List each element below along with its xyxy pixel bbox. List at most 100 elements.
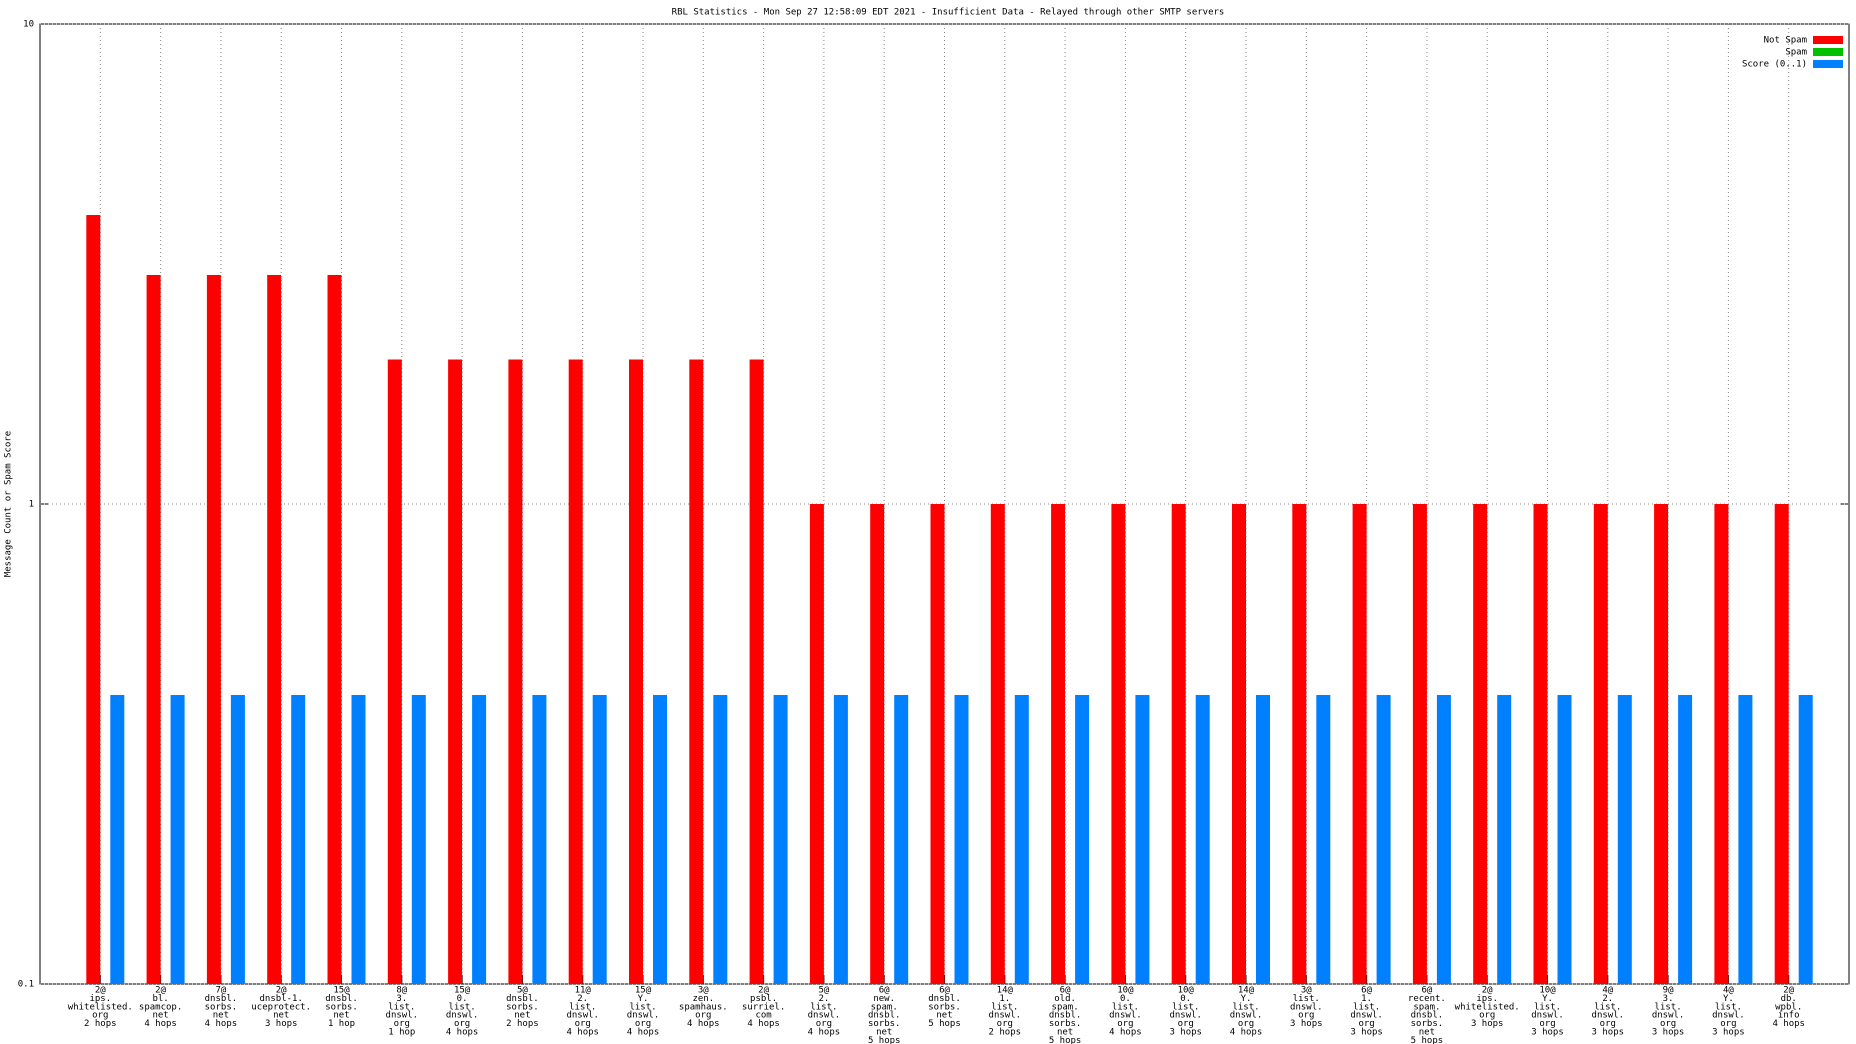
- x-tick-label: list.: [1594, 1002, 1621, 1012]
- x-tick-label: spamcop.: [139, 1002, 182, 1012]
- x-tick-label: dnsbl-1.: [260, 994, 303, 1004]
- x-tick-label: 1 hop: [328, 1019, 355, 1029]
- bar: [689, 359, 704, 984]
- x-tick-label: 14@: [997, 986, 1014, 996]
- x-tick-label: 9@: [1663, 986, 1674, 996]
- x-tick-label: 10@: [1117, 986, 1134, 996]
- x-tick-label: org: [1178, 1019, 1194, 1029]
- x-tick-label: dnsbl.: [928, 994, 961, 1004]
- x-tick-label: 2.: [577, 994, 588, 1004]
- bar: [86, 215, 101, 984]
- x-tick-label: 2@: [1482, 986, 1493, 996]
- x-tick-label: dnsbl.: [325, 994, 358, 1004]
- x-tick-label: 3.: [396, 994, 407, 1004]
- x-tick-label: net: [876, 1028, 892, 1038]
- x-tick-label: 2.: [1602, 994, 1613, 1004]
- x-tick-label: 2@: [1783, 986, 1794, 996]
- x-tick-label: 5 hops: [928, 1019, 961, 1029]
- bar: [954, 695, 969, 984]
- x-tick-label: psbl.: [750, 994, 777, 1004]
- bar: [448, 359, 463, 984]
- x-tick-label: net: [152, 1011, 168, 1021]
- legend-label: Score (0..1): [1742, 60, 1807, 70]
- x-tick-label: dnswl.: [446, 1011, 479, 1021]
- x-tick-label: dnswl.: [627, 1011, 660, 1021]
- x-tick-label: dnswl.: [386, 1011, 419, 1021]
- x-tick-label: sorbs.: [1049, 1019, 1082, 1029]
- x-tick-label: dnswl.: [1531, 1011, 1564, 1021]
- x-tick-label: bl.: [152, 994, 168, 1004]
- bar: [351, 695, 366, 984]
- bar: [1617, 695, 1632, 984]
- x-tick-label: org: [816, 1019, 832, 1029]
- x-tick-label: 5@: [517, 986, 528, 996]
- bar: [629, 359, 643, 984]
- x-tick-label: dnswl.: [1712, 1011, 1745, 1021]
- bar: [1497, 695, 1512, 984]
- bar: [1075, 695, 1090, 984]
- x-tick-label: 2 hops: [989, 1028, 1022, 1038]
- x-tick-label: spam.: [1413, 1002, 1440, 1012]
- x-tick-label: 7@: [215, 986, 226, 996]
- x-tick-label: old.: [1054, 994, 1076, 1004]
- bar: [267, 274, 282, 984]
- bar: [170, 695, 185, 984]
- bar: [291, 695, 306, 984]
- x-tick-label: net: [1057, 1028, 1073, 1038]
- x-tick-label: dnswl.: [1109, 1011, 1142, 1021]
- x-tick-label: Y.: [1241, 994, 1252, 1004]
- x-tick-label: sorbs.: [868, 1019, 901, 1029]
- x-tick-label: db.: [1781, 994, 1797, 1004]
- bar: [472, 695, 487, 984]
- x-tick-label: 4 hops: [687, 1019, 720, 1029]
- x-tick-label: dnswl.: [1350, 1011, 1383, 1021]
- x-tick-label: list.: [569, 1002, 596, 1012]
- x-tick-label: list.: [991, 1002, 1018, 1012]
- x-tick-label: whitelisted.: [68, 1002, 133, 1012]
- x-tick-label: 6@: [1060, 986, 1071, 996]
- x-tick-label: net: [1419, 1028, 1435, 1038]
- x-tick-label: info: [1778, 1011, 1800, 1021]
- bar: [387, 359, 402, 984]
- x-tick-label: list.: [1232, 1002, 1259, 1012]
- x-tick-label: 4 hops: [747, 1019, 780, 1029]
- x-tick-label: dnswl.: [1230, 1011, 1263, 1021]
- bar: [930, 504, 945, 984]
- x-tick-label: 3 hops: [265, 1019, 298, 1029]
- legend-label: Not Spam: [1764, 36, 1807, 46]
- x-tick-label: whitelisted.: [1455, 1002, 1520, 1012]
- bar: [1557, 695, 1572, 984]
- x-tick-label: 14@: [1238, 986, 1255, 996]
- x-tick-label: dnswl.: [1652, 1011, 1685, 1021]
- x-tick-label: org: [1298, 1011, 1314, 1021]
- x-tick-label: list.: [1353, 1002, 1380, 1012]
- x-tick-label: net: [514, 1011, 530, 1021]
- x-tick-label: dnsbl.: [205, 994, 238, 1004]
- x-tick-label: list.: [1715, 1002, 1742, 1012]
- x-tick-label: zen.: [692, 994, 714, 1004]
- x-tick-label: net: [333, 1011, 349, 1021]
- x-tick-label: 11@: [575, 986, 592, 996]
- x-tick-label: 15@: [333, 986, 350, 996]
- x-tick-label: 10@: [1539, 986, 1556, 996]
- x-tick-label: dnswl.: [808, 1011, 841, 1021]
- x-tick-label: dnsbl.: [1049, 1011, 1082, 1021]
- bar: [1533, 504, 1548, 984]
- x-tick-label: spam.: [871, 1002, 898, 1012]
- x-tick-label: org: [635, 1019, 651, 1029]
- x-tick-label: sorbs.: [205, 1002, 238, 1012]
- bar: [1111, 504, 1126, 984]
- x-tick-label: dnswl.: [1169, 1011, 1202, 1021]
- x-tick-label: Y.: [638, 994, 649, 1004]
- x-tick-label: 4 hops: [446, 1028, 479, 1038]
- x-tick-label: 2@: [276, 986, 287, 996]
- bar: [1774, 504, 1789, 984]
- y-tick-label: 1: [29, 500, 34, 510]
- x-tick-label: 2@: [758, 986, 769, 996]
- x-tick-label: net: [273, 1011, 289, 1021]
- bar: [990, 504, 1005, 984]
- x-tick-label: dnsbl.: [506, 994, 539, 1004]
- x-tick-label: sorbs.: [506, 1002, 539, 1012]
- bar: [508, 359, 523, 984]
- bar: [1171, 504, 1186, 984]
